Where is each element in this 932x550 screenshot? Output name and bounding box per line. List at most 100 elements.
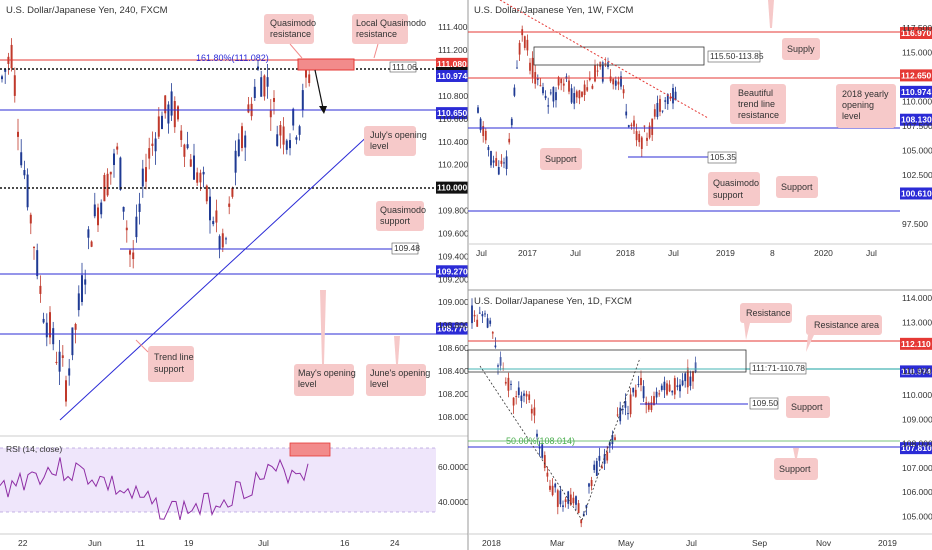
daily-candle-body <box>681 380 684 386</box>
h4-candle-body <box>109 171 112 175</box>
h4-price-tag-label: 111.080 <box>437 59 467 69</box>
h4-candle-body <box>45 322 48 338</box>
weekly-y-tick: 102.500 <box>902 170 932 180</box>
h4-y-tick: 108.200 <box>438 389 469 399</box>
h4-candle-body <box>161 115 163 129</box>
h4-candle-body <box>119 157 122 190</box>
daily-candle-body <box>515 396 518 398</box>
daily-candle-body <box>484 313 486 315</box>
h4-panel[interactable]: U.S. Dollar/Japanese Yen, 240, FXCM 161.… <box>0 0 469 550</box>
weekly-y-tick: 110.000 <box>902 96 932 106</box>
weekly-candle-body <box>620 76 622 87</box>
rsi-line <box>0 457 309 521</box>
weekly-candle-body <box>664 100 667 102</box>
h4-note-july-open: July's opening level <box>364 126 427 156</box>
weekly-candle-body <box>612 79 615 85</box>
h4-candle-body <box>36 250 39 277</box>
weekly-panel[interactable]: U.S. Dollar/Japanese Yen, 1W, FXCM 115.5… <box>468 0 932 258</box>
daily-candle-body <box>663 381 666 391</box>
h4-price-tag <box>436 69 468 82</box>
daily-x-tick: 2019 <box>878 538 897 548</box>
weekly-x-tick: Jul <box>570 248 581 258</box>
weekly-note-support-left: Support <box>540 148 582 170</box>
h4-candle-body <box>167 104 170 124</box>
h4-arrow-line <box>314 69 324 109</box>
daily-y-tick: 108.000 <box>902 439 932 449</box>
h4-candle-body <box>285 140 288 150</box>
weekly-candle-body <box>674 91 677 101</box>
h4-note-qm-resistance: Quasimodo resistance <box>264 14 316 59</box>
svg-text:level: level <box>298 379 317 389</box>
h4-candle-body <box>205 185 208 202</box>
h4-candle-body <box>164 95 167 114</box>
h4-y-tick: 110.800 <box>438 91 468 101</box>
daily-x-tick: 2018 <box>482 538 501 548</box>
h4-candle-body <box>244 135 247 148</box>
h4-candle-body <box>42 318 45 323</box>
h4-note-qm-support: Quasimodo support <box>376 201 426 231</box>
weekly-candle-body <box>536 77 539 80</box>
h4-y-tick: 108.800 <box>438 320 469 330</box>
svg-text:Local Quasimodo: Local Quasimodo <box>356 18 426 28</box>
h4-candle-body <box>113 153 115 166</box>
daily-note-support-low: Support <box>774 448 818 480</box>
h4-trend-line[interactable] <box>59 131 373 421</box>
weekly-candle-body <box>586 87 589 91</box>
weekly-x-tick: Jul <box>668 248 679 258</box>
h4-resistance-zone[interactable] <box>297 58 355 71</box>
rsi-label: RSI (14, close) <box>6 444 62 454</box>
svg-text:May's opening: May's opening <box>298 368 356 378</box>
h4-y-tick: 109.600 <box>438 228 469 238</box>
weekly-candle-body <box>633 120 635 127</box>
h4-candle-body <box>84 279 87 285</box>
weekly-candle-body <box>599 61 602 67</box>
weekly-candle-body <box>505 156 508 169</box>
weekly-candle-body <box>604 63 607 65</box>
h4-candle-body <box>183 144 186 157</box>
daily-y-tick: 111.000 <box>902 366 932 376</box>
daily-candle-body <box>627 413 629 415</box>
h4-candle-body <box>305 68 307 78</box>
daily-candle-body <box>614 437 616 440</box>
h4-x-tick: 11 <box>136 538 145 548</box>
weekly-candle-body <box>591 85 594 89</box>
daily-x-tick: Sep <box>752 538 767 548</box>
h4-candle-body <box>97 207 99 226</box>
daily-candle-body <box>593 464 596 471</box>
weekly-candle-body <box>552 86 555 102</box>
weekly-candle-body <box>646 137 648 141</box>
weekly-y-tick: 97.500 <box>902 219 928 229</box>
weekly-candle-body <box>596 70 599 72</box>
daily-candle-body <box>679 384 681 392</box>
h4-candle-body <box>260 77 263 97</box>
weekly-candle-body <box>482 125 485 136</box>
weekly-arrow-top <box>768 0 774 28</box>
daily-price-tags: 112.110 110.974 107.810 <box>900 337 932 455</box>
h4-candle-body <box>209 196 211 221</box>
daily-price-tag <box>900 337 932 350</box>
weekly-candle-body <box>495 158 498 166</box>
h4-price-tag-label: 110.974 <box>437 71 468 81</box>
weekly-supply-zone[interactable] <box>533 46 705 66</box>
daily-candle-body <box>551 485 554 496</box>
daily-candle-body <box>621 409 624 411</box>
daily-candle-body <box>694 362 697 373</box>
daily-candle-body <box>572 497 575 504</box>
h4-y-tick: 111.200 <box>438 45 468 55</box>
h4-candle-body <box>65 380 67 402</box>
h4-x-tick: 19 <box>184 538 194 548</box>
daily-candle-body <box>504 381 507 384</box>
daily-candle-body <box>608 442 611 446</box>
weekly-price-tag-label: 108.130 <box>901 115 932 125</box>
weekly-candle-body <box>630 124 633 126</box>
daily-panel[interactable]: U.S. Dollar/Japanese Yen, 1D, FXCM 111:7… <box>467 293 932 548</box>
h4-title: U.S. Dollar/Japanese Yen, 240, FXCM <box>6 5 168 16</box>
daily-resistance-area[interactable] <box>467 349 747 373</box>
weekly-note-qm-support: Quasimodo support <box>708 172 760 206</box>
h4-candle-body <box>173 101 176 128</box>
svg-text:opening: opening <box>842 100 874 110</box>
h4-candle-body <box>39 285 42 294</box>
weekly-candle-body <box>588 78 591 80</box>
h4-candle-body <box>228 203 231 207</box>
